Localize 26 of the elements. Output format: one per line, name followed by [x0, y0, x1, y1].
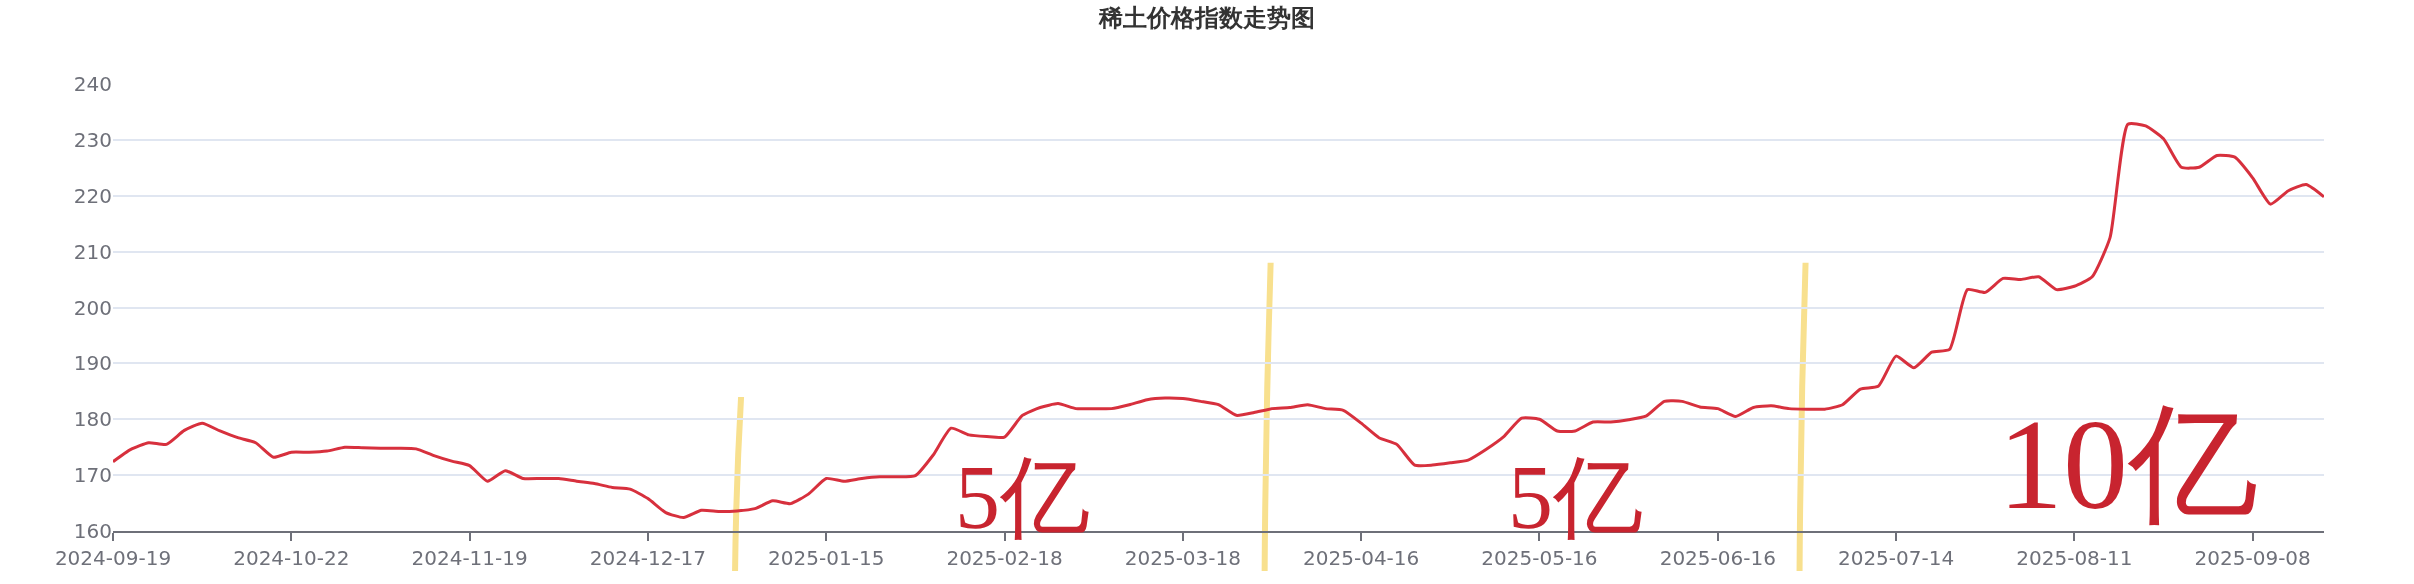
x-tick-label: 2025-09-08: [2194, 546, 2311, 570]
x-tick-label: 2025-08-11: [2016, 546, 2133, 570]
x-tick-label: 2024-10-22: [233, 546, 350, 570]
x-tick-label: 2024-09-19: [54, 546, 172, 570]
y-tick-label: 190: [73, 351, 112, 376]
y-tick-label: 180: [73, 407, 112, 432]
y-tick-label: 170: [73, 463, 112, 488]
annotation: 5亿: [955, 448, 1090, 547]
x-tick-label: 2025-04-16: [1303, 546, 1420, 570]
y-tick-label: 220: [73, 183, 112, 208]
x-tick-label: 2025-06-16: [1659, 546, 1776, 570]
y-tick-label: 160: [73, 519, 112, 543]
x-tick-label: 2024-11-19: [411, 546, 528, 570]
x-tick-label: 2025-07-14: [1837, 546, 1955, 570]
x-tick-label: 2025-05-16: [1481, 546, 1598, 570]
annotation: 10亿: [1998, 392, 2258, 536]
annotation: 5亿: [1508, 448, 1643, 547]
x-tick-label: 2025-03-18: [1124, 546, 1241, 570]
y-tick-label: 210: [73, 239, 112, 264]
y-tick-label: 240: [73, 72, 112, 96]
chart-title: 稀土价格指数走势图: [1098, 3, 1315, 32]
y-tick-label: 200: [73, 295, 112, 320]
x-tick-label: 2025-02-18: [946, 546, 1063, 570]
y-tick-label: 230: [73, 127, 112, 152]
x-tick-label: 2025-01-15: [768, 546, 885, 570]
x-tick-label: 2024-12-17: [589, 546, 707, 570]
